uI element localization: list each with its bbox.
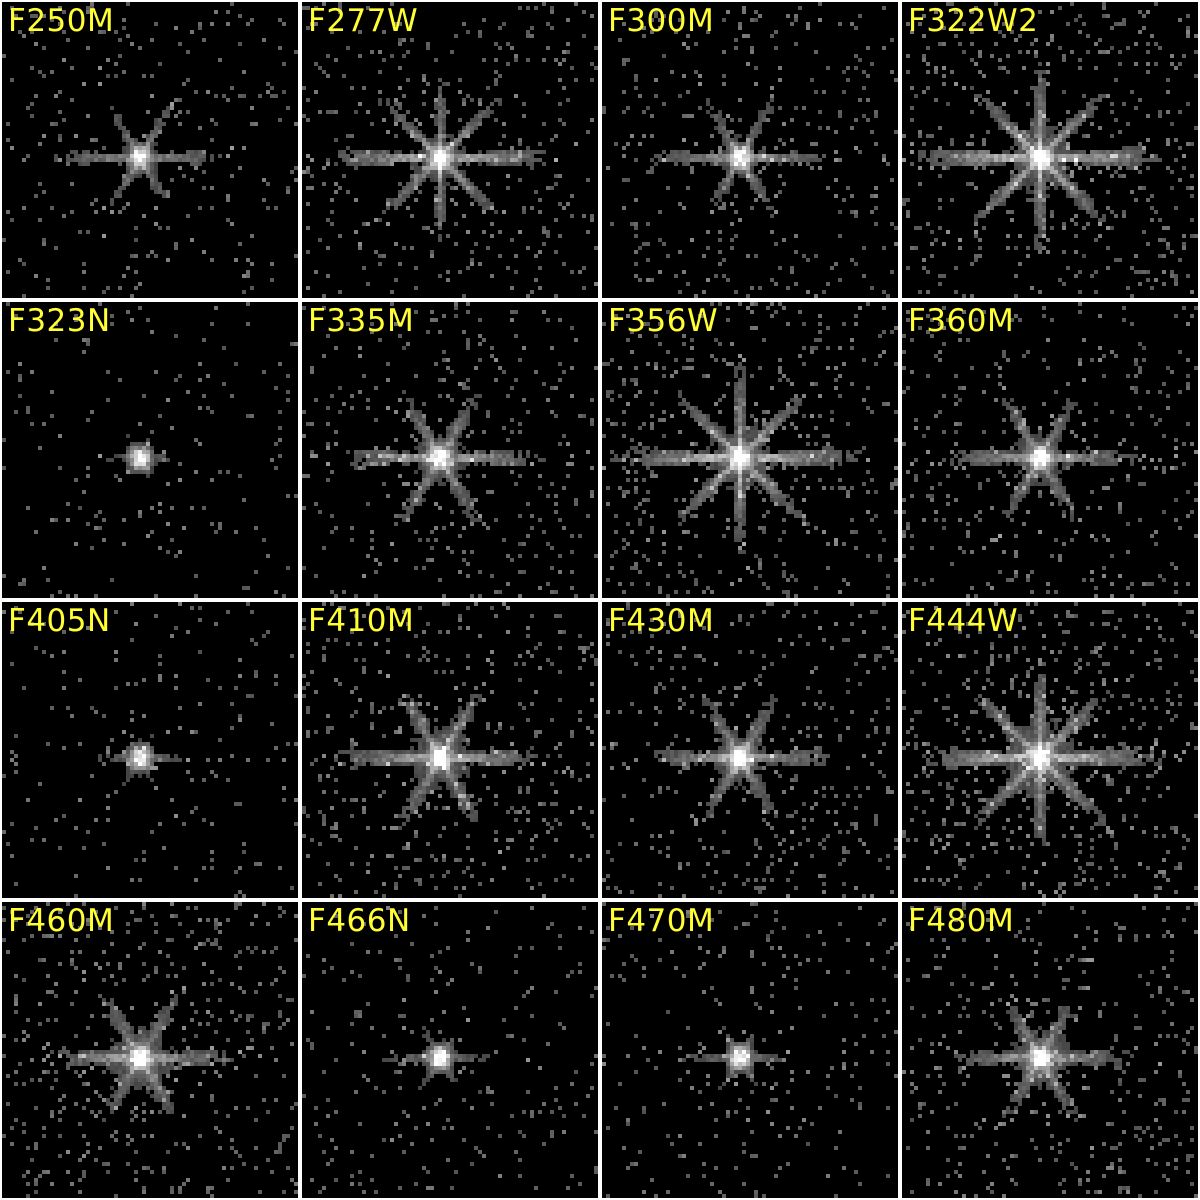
filter-label: F470M xyxy=(608,903,715,939)
psf-panel-f360m: F360M xyxy=(902,302,1198,598)
filter-label: F480M xyxy=(908,903,1015,939)
psf-image xyxy=(302,302,598,598)
psf-image xyxy=(302,902,598,1198)
psf-image xyxy=(2,602,298,898)
psf-image xyxy=(2,2,298,298)
psf-panel-f470m: F470M xyxy=(602,902,898,1198)
psf-image xyxy=(902,902,1198,1198)
psf-panel-f405n: F405N xyxy=(2,602,298,898)
filter-label: F250M xyxy=(8,3,115,39)
psf-panel-f323n: F323N xyxy=(2,302,298,598)
psf-panel-f250m: F250M xyxy=(2,2,298,298)
filter-label: F430M xyxy=(608,603,715,639)
psf-panel-f460m: F460M xyxy=(2,902,298,1198)
psf-panel-f466n: F466N xyxy=(302,902,598,1198)
psf-image xyxy=(602,2,898,298)
psf-panel-f480m: F480M xyxy=(902,902,1198,1198)
filter-label: F300M xyxy=(608,3,715,39)
filter-label: F277W xyxy=(308,3,419,39)
psf-panel-f356w: F356W xyxy=(602,302,898,598)
psf-image xyxy=(902,2,1198,298)
filter-label: F460M xyxy=(8,903,115,939)
psf-image xyxy=(2,302,298,598)
psf-image xyxy=(602,902,898,1198)
filter-label: F466N xyxy=(308,903,411,939)
filter-label: F405N xyxy=(8,603,111,639)
psf-image xyxy=(302,602,598,898)
psf-panel-f430m: F430M xyxy=(602,602,898,898)
psf-image xyxy=(902,602,1198,898)
filter-label: F335M xyxy=(308,303,415,339)
psf-image xyxy=(602,302,898,598)
psf-panel-f335m: F335M xyxy=(302,302,598,598)
psf-panel-f410m: F410M xyxy=(302,602,598,898)
filter-label: F444W xyxy=(908,603,1019,639)
filter-label: F323N xyxy=(8,303,111,339)
psf-image xyxy=(2,902,298,1198)
filter-label: F410M xyxy=(308,603,415,639)
filter-label: F322W2 xyxy=(908,3,1039,39)
psf-panel-f322w2: F322W2 xyxy=(902,2,1198,298)
psf-image xyxy=(602,602,898,898)
psf-panel-f300m: F300M xyxy=(602,2,898,298)
psf-panel-f277w: F277W xyxy=(302,2,598,298)
psf-image xyxy=(302,2,598,298)
filter-label: F356W xyxy=(608,303,719,339)
psf-image xyxy=(902,302,1198,598)
filter-label: F360M xyxy=(908,303,1015,339)
psf-panel-f444w: F444W xyxy=(902,602,1198,898)
